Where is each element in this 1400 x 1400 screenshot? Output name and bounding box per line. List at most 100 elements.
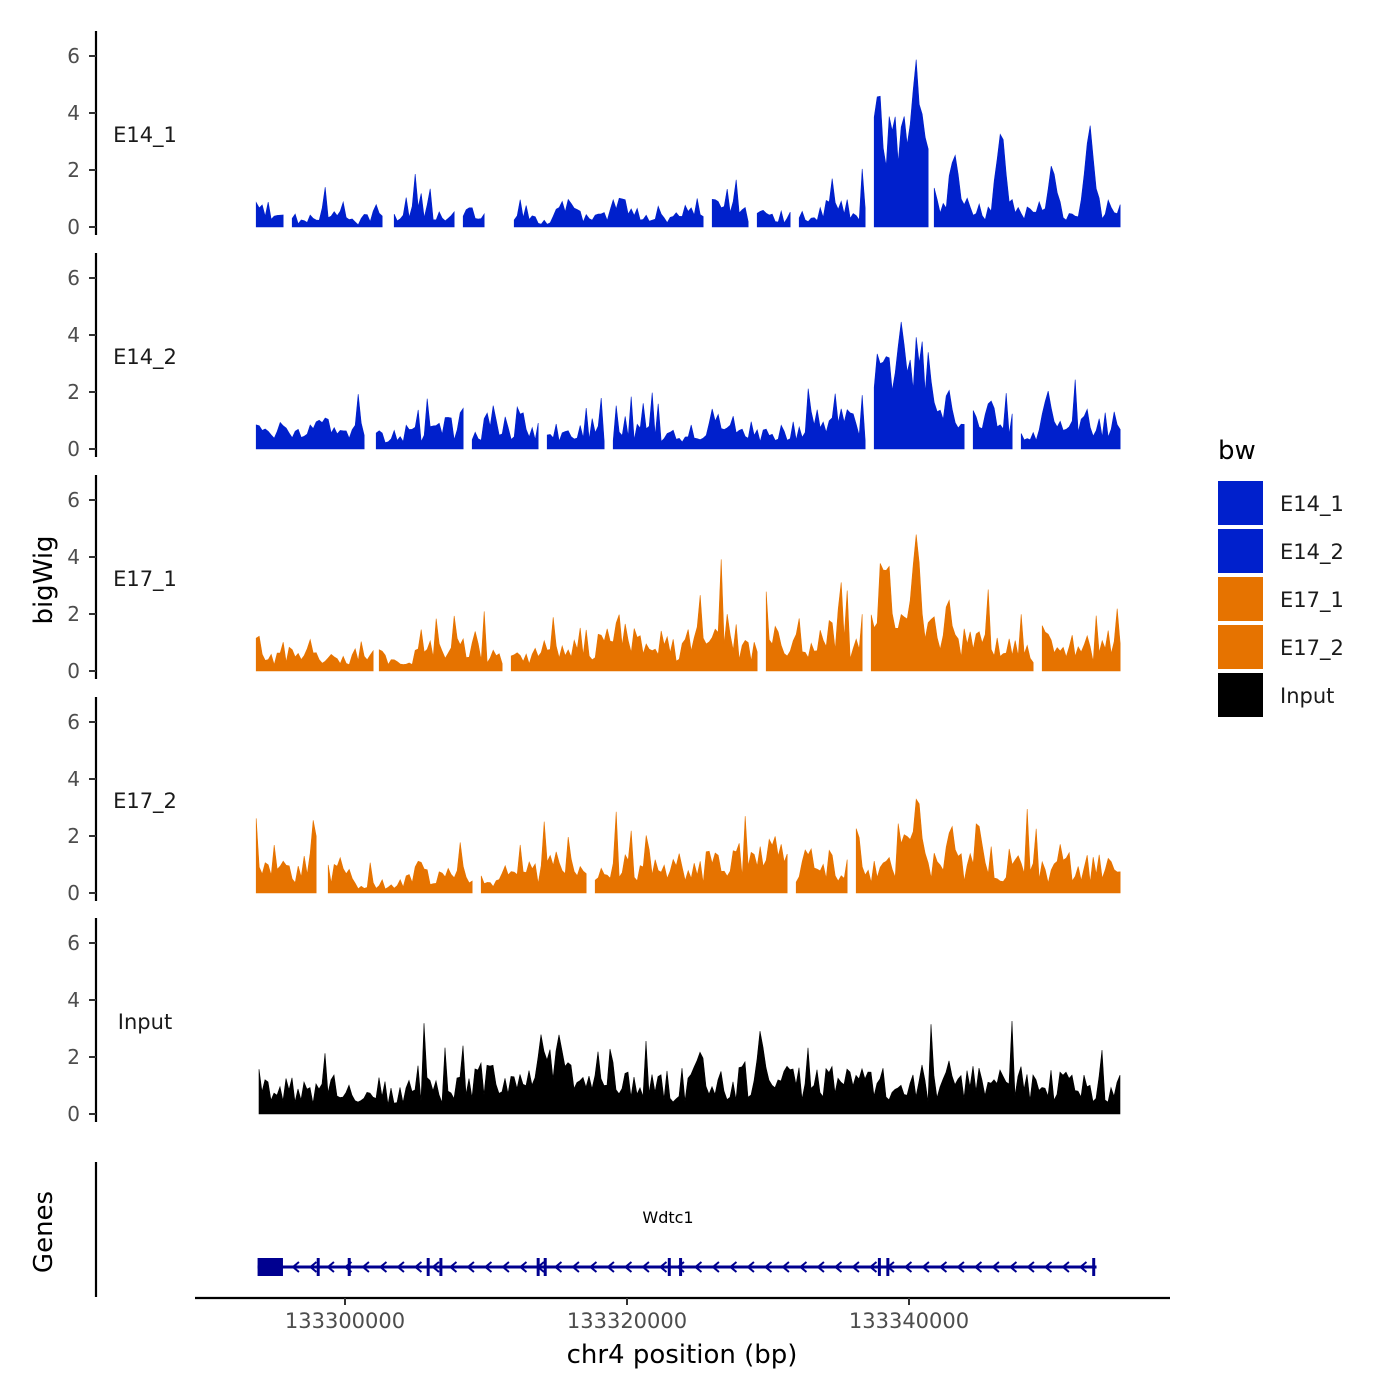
signal-area bbox=[711, 179, 749, 228]
gene-exon bbox=[679, 1258, 683, 1276]
y-tick-label: 4 bbox=[67, 988, 80, 1012]
y-tick-label: 0 bbox=[67, 437, 80, 461]
y-tick-label: 0 bbox=[67, 1102, 80, 1126]
strand-arrow bbox=[833, 1261, 843, 1273]
track-label: E14_1 bbox=[113, 123, 177, 148]
y-tick-label: 6 bbox=[67, 488, 80, 512]
y-tick-label: 4 bbox=[67, 767, 80, 791]
strand-arrow bbox=[518, 1261, 528, 1273]
strand-arrow bbox=[903, 1261, 913, 1273]
strand-arrow bbox=[781, 1261, 790, 1273]
gene-exon bbox=[316, 1258, 320, 1276]
y-tick-label: 4 bbox=[67, 101, 80, 125]
y-tick-label: 6 bbox=[67, 266, 80, 290]
signal-area bbox=[798, 168, 866, 228]
genes-panel: Wdtc1 bbox=[94, 1162, 1097, 1297]
signal-area bbox=[855, 798, 1121, 894]
y-tick-label: 2 bbox=[67, 158, 80, 182]
signal-area bbox=[510, 559, 758, 672]
signal-area bbox=[255, 201, 284, 228]
strand-arrow bbox=[728, 1261, 738, 1273]
genes-panel-title: Genes bbox=[29, 1191, 59, 1273]
y-tick-label: 2 bbox=[67, 602, 80, 626]
strand-arrow bbox=[816, 1261, 825, 1273]
signal-area bbox=[393, 173, 455, 228]
strand-arrow bbox=[991, 1261, 1000, 1273]
signal-area bbox=[255, 818, 317, 894]
gene-model bbox=[257, 1258, 1097, 1276]
signal-area bbox=[291, 187, 383, 228]
strand-arrow bbox=[676, 1261, 685, 1273]
gene-exon bbox=[877, 1258, 881, 1276]
track-Input: 0 2 4 6 Input bbox=[67, 918, 1121, 1126]
strand-arrow bbox=[658, 1261, 668, 1273]
signal-area bbox=[594, 811, 788, 894]
gene-exon bbox=[439, 1258, 443, 1276]
strand-arrow bbox=[886, 1261, 895, 1273]
strand-arrow bbox=[606, 1261, 615, 1273]
y-tick-label: 4 bbox=[67, 323, 80, 347]
legend-swatch bbox=[1218, 577, 1263, 621]
signal-area bbox=[255, 635, 374, 672]
signal-area bbox=[327, 842, 473, 894]
signal-area bbox=[873, 59, 929, 228]
legend-label: E17_1 bbox=[1280, 588, 1344, 613]
y-tick-label: 0 bbox=[67, 215, 80, 239]
strand-arrow bbox=[536, 1261, 545, 1273]
legend-label: E14_2 bbox=[1280, 540, 1344, 565]
strand-arrow bbox=[448, 1261, 458, 1273]
strand-arrow bbox=[291, 1261, 300, 1273]
y-tick-label: 2 bbox=[67, 380, 80, 404]
strand-arrow bbox=[956, 1261, 965, 1273]
signal-area bbox=[933, 125, 1121, 228]
strand-arrow bbox=[431, 1261, 440, 1273]
y-tick-label: 2 bbox=[67, 824, 80, 848]
strand-arrow bbox=[466, 1261, 475, 1273]
gene-exon bbox=[543, 1258, 547, 1276]
legend-swatch bbox=[1218, 673, 1263, 717]
signal-area bbox=[513, 197, 704, 228]
signal-area bbox=[480, 821, 587, 894]
track-label: E14_2 bbox=[113, 345, 177, 370]
strand-arrow bbox=[1061, 1261, 1070, 1273]
strand-arrow bbox=[326, 1261, 335, 1273]
signal-area bbox=[756, 209, 791, 228]
y-tick-label: 0 bbox=[67, 881, 80, 905]
legend-label: Input bbox=[1280, 684, 1334, 708]
signal-area bbox=[1041, 608, 1121, 672]
strand-arrow bbox=[1008, 1261, 1018, 1273]
y-tick-label: 0 bbox=[67, 659, 80, 683]
x-tick-label: 133300000 bbox=[285, 1309, 405, 1333]
strand-arrow bbox=[641, 1261, 650, 1273]
legend-title: bw bbox=[1218, 436, 1256, 466]
track-panels: 0 2 4 6 E14_1 0 2 4 6 E14_2 0 2 4 6 E17_1 0 2 4 6 E17_2 0 2 4 6… bbox=[67, 31, 1121, 1126]
y-tick-label: 4 bbox=[67, 545, 80, 569]
signal-area bbox=[873, 321, 965, 450]
strand-arrow bbox=[343, 1261, 353, 1273]
strand-arrow bbox=[553, 1261, 563, 1273]
gene-utr-block bbox=[257, 1258, 283, 1276]
signal-area bbox=[255, 394, 365, 450]
signal-area bbox=[258, 1020, 1121, 1115]
track-E14_2: 0 2 4 6 E14_2 bbox=[67, 253, 1121, 461]
signal-area bbox=[375, 398, 464, 450]
y-tick-label: 6 bbox=[67, 44, 80, 68]
strand-arrow bbox=[588, 1261, 598, 1273]
strand-arrow bbox=[571, 1261, 580, 1273]
strand-arrow bbox=[851, 1261, 860, 1273]
strand-arrow bbox=[973, 1261, 983, 1273]
gene-name-label: Wdtc1 bbox=[642, 1208, 693, 1227]
strand-arrow bbox=[868, 1261, 878, 1273]
strand-arrow bbox=[938, 1261, 948, 1273]
strand-arrow bbox=[711, 1261, 720, 1273]
gene-exon bbox=[1092, 1258, 1096, 1276]
strand-arrow bbox=[763, 1261, 773, 1273]
signal-area bbox=[471, 405, 539, 450]
y-axis-title: bigWig bbox=[29, 535, 59, 624]
y-tick-label: 6 bbox=[67, 710, 80, 734]
gene-exon bbox=[426, 1258, 430, 1276]
x-tick-label: 133320000 bbox=[567, 1309, 687, 1333]
strand-arrow bbox=[378, 1261, 388, 1273]
strand-arrow bbox=[798, 1261, 808, 1273]
signal-area bbox=[378, 611, 503, 672]
